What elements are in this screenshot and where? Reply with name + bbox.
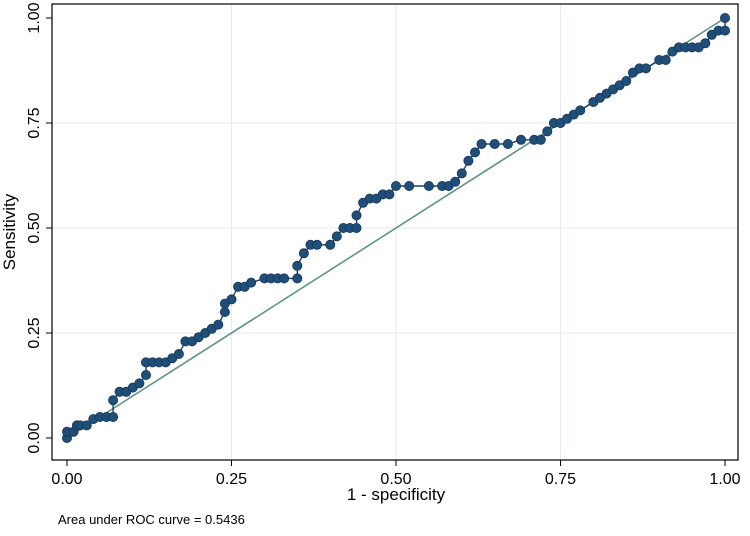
y-tick-label: 0.00	[26, 422, 43, 453]
roc-point	[298, 248, 309, 259]
x-tick-label: 0.25	[216, 471, 247, 488]
roc-point	[226, 294, 237, 305]
y-tick-label: 0.75	[26, 107, 43, 138]
roc-point	[404, 180, 415, 191]
roc-point	[331, 231, 342, 242]
roc-point	[325, 239, 336, 250]
roc-point	[450, 176, 461, 187]
roc-point	[108, 395, 119, 406]
roc-point	[246, 277, 257, 288]
roc-point	[476, 138, 487, 149]
x-tick-label: 0.75	[545, 471, 576, 488]
roc-point	[575, 105, 586, 116]
roc-curve-markers	[62, 12, 731, 443]
roc-point	[134, 378, 145, 389]
y-tick-label: 0.25	[26, 317, 43, 348]
roc-point	[423, 180, 434, 191]
axes	[46, 3, 739, 466]
roc-point	[456, 168, 467, 179]
roc-point	[292, 273, 303, 284]
plot-frame	[51, 3, 739, 461]
roc-point	[516, 134, 527, 145]
roc-point	[542, 126, 553, 137]
x-axis-title: 1 - specificity	[347, 485, 446, 504]
roc-point	[720, 12, 731, 23]
roc-point	[502, 138, 513, 149]
roc-point	[384, 189, 395, 200]
roc-point	[108, 411, 119, 422]
roc-point	[700, 38, 711, 49]
roc-point	[469, 147, 480, 158]
roc-point	[351, 222, 362, 233]
roc-point	[279, 273, 290, 284]
roc-point	[173, 348, 184, 359]
x-tick-label: 0.00	[51, 471, 82, 488]
roc-point	[81, 420, 92, 431]
roc-point	[463, 155, 474, 166]
x-tick-label: 1.00	[709, 471, 740, 488]
roc-point	[219, 306, 230, 317]
roc-point	[311, 239, 322, 250]
y-tick-label: 1.00	[26, 2, 43, 33]
y-tick-label: 0.50	[26, 212, 43, 243]
roc-point	[140, 369, 151, 380]
x-tick-label: 0.50	[380, 471, 411, 488]
roc-point	[660, 55, 671, 66]
roc-point	[351, 210, 362, 221]
roc-point	[292, 260, 303, 271]
roc-point	[489, 138, 500, 149]
auc-note: Area under ROC curve = 0.5436	[58, 512, 245, 527]
roc-point	[213, 319, 224, 330]
tick-labels: 0.00 0.25 0.50 0.75 1.00 0.00 0.25 0.50 0.75 1.00	[26, 2, 741, 488]
y-axis-title: Sensitivity	[0, 193, 19, 270]
roc-point	[535, 134, 546, 145]
roc-point	[641, 63, 652, 74]
roc-point	[621, 76, 632, 87]
roc-point	[720, 25, 731, 36]
roc-point	[390, 180, 401, 191]
